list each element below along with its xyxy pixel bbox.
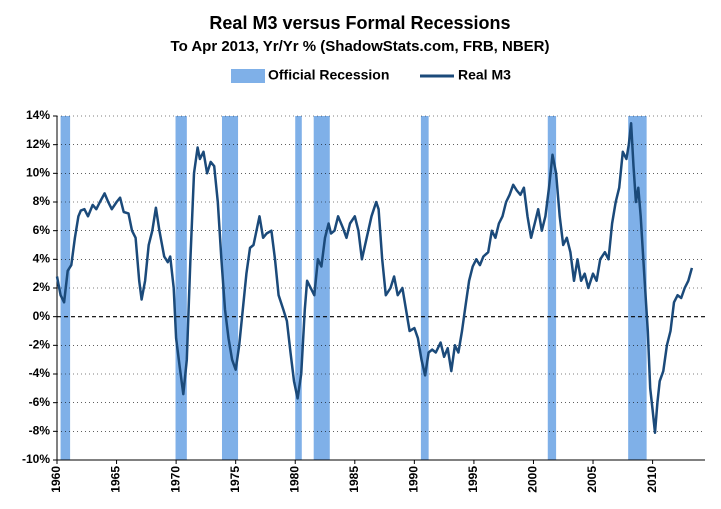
y-tick-label: 2% <box>33 280 51 294</box>
x-tick-label: 1965 <box>109 466 123 493</box>
chart-subtitle: To Apr 2013, Yr/Yr % (ShadowStats.com, F… <box>171 38 550 55</box>
y-tick-label: -6% <box>29 395 51 409</box>
y-tick-label: 0% <box>33 309 51 323</box>
x-tick-label: 2005 <box>585 466 599 493</box>
y-tick-label: -2% <box>29 338 51 352</box>
y-tick-label: 6% <box>33 223 51 237</box>
series-line <box>55 121 694 435</box>
legend-label: Real M3 <box>458 67 511 83</box>
chart-title: Real M3 versus Formal Recessions <box>209 13 510 33</box>
recession-band <box>295 116 302 460</box>
x-tick-label: 1970 <box>168 466 182 493</box>
legend-swatch <box>231 69 265 83</box>
recession-band <box>420 116 429 460</box>
x-tick-label: 1980 <box>287 466 301 493</box>
x-tick-label: 1985 <box>347 466 361 493</box>
y-tick-label: 10% <box>26 166 50 180</box>
x-tick-label: 2000 <box>526 466 540 493</box>
y-tick-label: 8% <box>33 194 51 208</box>
x-tick-label: 1990 <box>407 466 421 493</box>
recession-band <box>547 116 557 460</box>
y-tick-label: 12% <box>26 137 50 151</box>
x-tick-label: 1975 <box>228 466 242 493</box>
y-tick-label: -4% <box>29 366 51 380</box>
y-tick-label: 14% <box>26 108 50 122</box>
y-tick-label: -8% <box>29 424 51 438</box>
y-tick-label: -10% <box>22 452 50 466</box>
x-tick-label: 1995 <box>466 466 480 493</box>
x-tick-label: 2010 <box>645 466 659 493</box>
y-tick-label: 4% <box>33 252 51 266</box>
legend-label: Official Recession <box>268 67 389 83</box>
x-tick-label: 1960 <box>49 466 63 493</box>
